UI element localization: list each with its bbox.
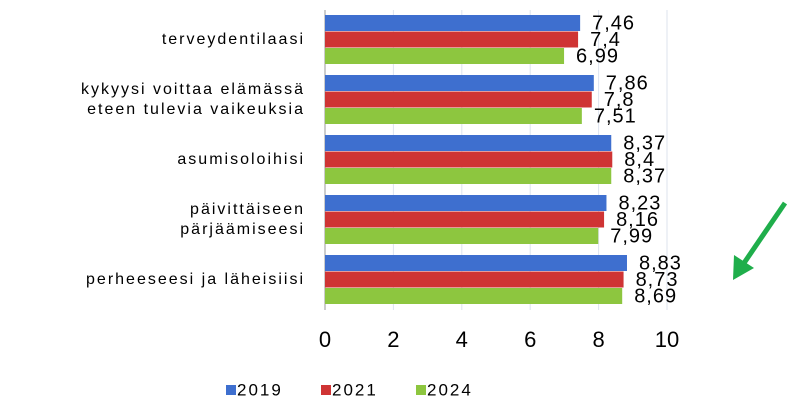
x-tick-label: 10 — [655, 327, 679, 352]
y-tick-label: perheeseesi ja läheisiisi — [86, 271, 305, 288]
y-tick-label: asumisoloihisi — [177, 151, 305, 168]
value-label: 7,99 — [610, 225, 653, 247]
legend-label: 2024 — [427, 380, 473, 399]
x-tick-label: 6 — [524, 327, 536, 352]
bar — [325, 48, 565, 64]
value-label: 8,4 — [624, 149, 655, 171]
y-tick-label: kykyysi voittaa elämässä eteen tulevia v… — [80, 81, 305, 118]
y-tick-label: terveydentilaasi — [161, 31, 305, 48]
value-label: 6,99 — [576, 45, 619, 67]
value-label: 8,37 — [623, 165, 666, 187]
value-label: 7,8 — [604, 89, 635, 111]
bar — [325, 211, 605, 228]
x-tick-label: 2 — [387, 327, 399, 352]
value-label: 7,4 — [590, 29, 621, 51]
bar — [325, 168, 612, 184]
legend-swatch — [226, 385, 236, 395]
bar — [325, 195, 607, 211]
bar — [325, 108, 582, 124]
value-label: 8,37 — [623, 132, 666, 154]
legend-label: 2021 — [332, 380, 378, 399]
bar — [325, 31, 579, 48]
value-label: 8,73 — [636, 269, 679, 291]
legend-swatch — [321, 385, 331, 395]
legend-swatch — [416, 385, 426, 395]
bar — [325, 228, 599, 244]
value-label: 7,86 — [606, 72, 649, 94]
bar — [325, 151, 613, 168]
value-label: 8,69 — [634, 285, 677, 307]
value-label: 7,46 — [592, 12, 635, 34]
bar — [325, 255, 627, 271]
bar — [325, 271, 624, 288]
x-tick-label: 8 — [592, 327, 604, 352]
bar — [325, 91, 592, 108]
x-tick-label: 0 — [319, 327, 331, 352]
value-label: 8,16 — [616, 209, 659, 231]
arrow-shaft — [739, 201, 788, 268]
bar — [325, 135, 612, 151]
value-label: 8,23 — [618, 192, 661, 214]
x-tick-label: 4 — [456, 327, 468, 352]
value-label: 8,83 — [639, 252, 682, 274]
bar — [325, 15, 581, 31]
arrow-head — [733, 255, 754, 280]
legend-label: 2019 — [237, 380, 283, 399]
bar — [325, 288, 623, 304]
value-label: 7,51 — [594, 105, 637, 127]
bar — [325, 75, 594, 91]
y-tick-label: päivittäiseen pärjäämiseesi — [180, 201, 305, 238]
